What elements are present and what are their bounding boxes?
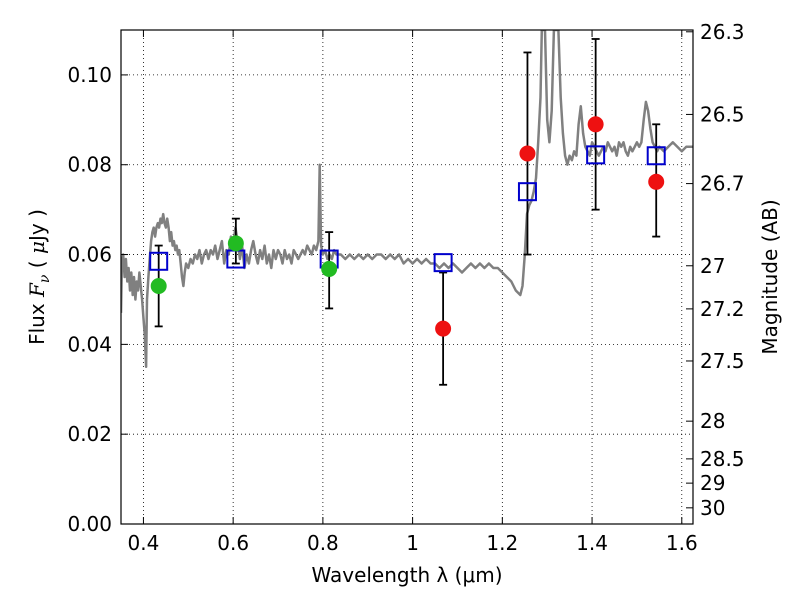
observed-flux-point (321, 260, 338, 277)
y-label-part-paren: ( (25, 254, 49, 275)
x-tick-label: 0.8 (307, 531, 339, 555)
model-photometry-square (433, 253, 453, 273)
plot-area (121, 30, 693, 386)
x-axis-label: Wavelength λ (μm) (311, 563, 502, 587)
y2-tick-label: 28 (700, 409, 725, 433)
y2-tick-label: 26.7 (700, 172, 745, 196)
y2-tick-label: 27.5 (700, 349, 745, 373)
y-label-part-mu: μ (25, 241, 49, 254)
y2-tick-label: 26.3 (700, 20, 745, 44)
x-tick-label: 1.6 (666, 531, 698, 555)
x-tick-label: 0.6 (217, 531, 249, 555)
y2-tick-label: 29 (700, 471, 725, 495)
model-photometry-square (646, 146, 666, 166)
y2-axis-label: Magnitude (AB) (758, 199, 782, 354)
y2-tick-label: 26.5 (700, 102, 745, 126)
y2-tick-label: 28.5 (700, 447, 745, 471)
y-label-part-flux: Flux (25, 297, 49, 345)
observed-flux-point (519, 145, 536, 162)
y2-tick-label: 27 (700, 254, 725, 278)
y-axis-label: Flux Fν ( μJy ) (25, 209, 53, 345)
y-label-part-f: F (25, 282, 49, 298)
x-tick-label: 1.2 (486, 531, 518, 555)
model-photometry-square (517, 182, 537, 202)
y-tick-label: 0.02 (67, 422, 112, 446)
observed-flux-point (587, 116, 604, 133)
y-label-part-unit: Jy ) (25, 209, 49, 243)
y-tick-label: 0.00 (67, 512, 112, 536)
observed-flux-point (150, 277, 167, 294)
model-photometry-square (586, 145, 606, 165)
y2-tick-label: 30 (700, 496, 725, 520)
model-spectrum-line (121, 30, 693, 369)
observed-flux-point (227, 235, 244, 252)
x-tick-label: 1 (406, 531, 419, 555)
axis-ticks: 0.4 0.6 0.8 1 1.2 1.4 1.6 0.00 0.02 0.04 0.06 0.08 0… (67, 20, 744, 555)
y-tick-label: 0.08 (67, 153, 112, 177)
y2-tick-label: 27.2 (700, 297, 745, 321)
model-photometry-square (149, 251, 169, 271)
x-tick-label: 0.4 (128, 531, 160, 555)
observed-flux-point (648, 173, 665, 190)
x-tick-label: 1.4 (576, 531, 608, 555)
y-tick-label: 0.04 (67, 332, 112, 356)
observed-flux-point (435, 320, 452, 337)
plot-frame (120, 29, 694, 525)
y-label-part-nu: ν (37, 274, 53, 283)
y-tick-label: 0.10 (67, 63, 112, 87)
y-tick-label: 0.06 (67, 243, 112, 267)
